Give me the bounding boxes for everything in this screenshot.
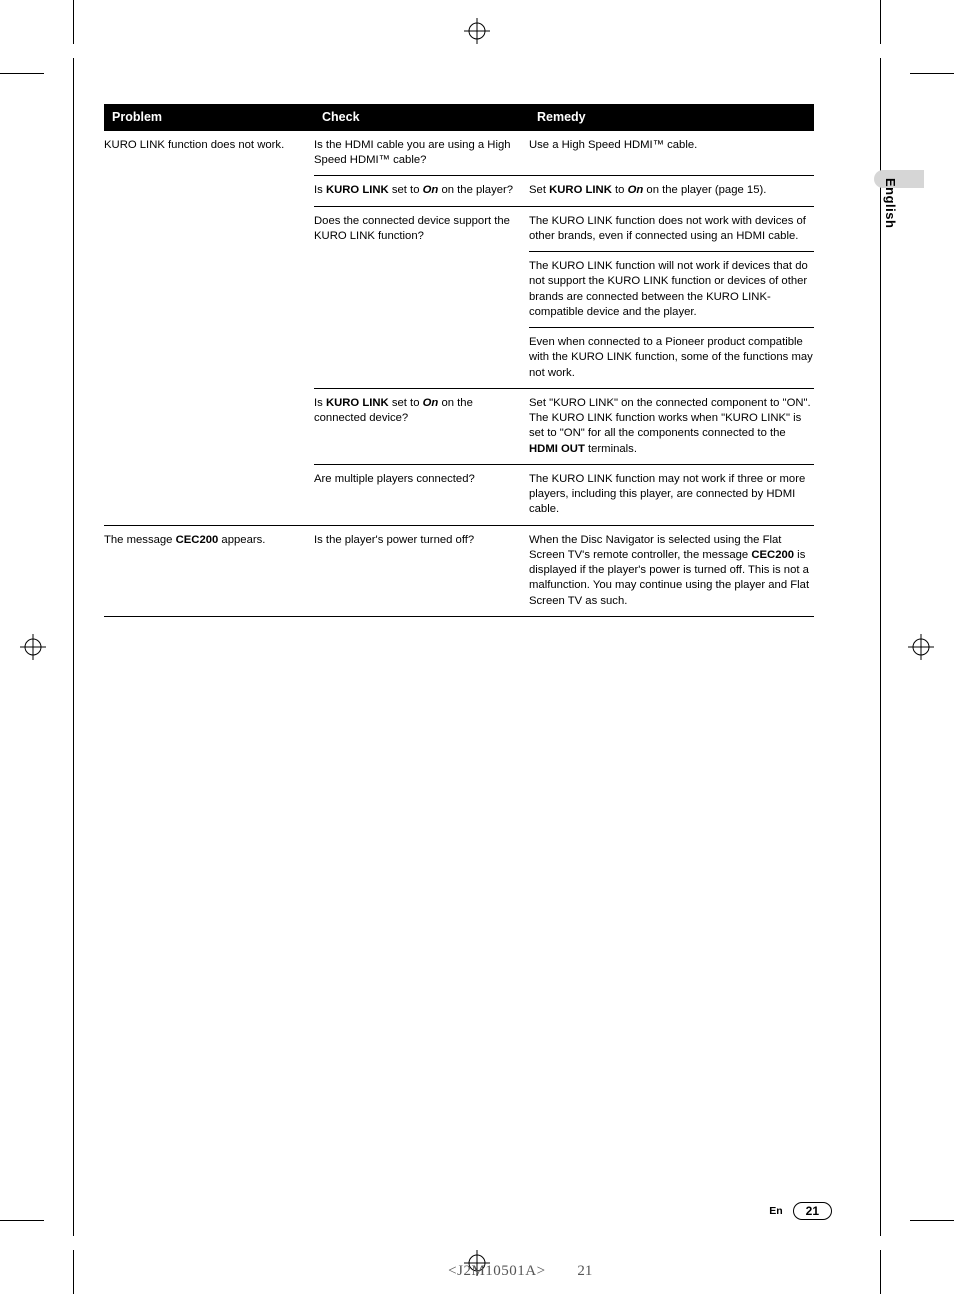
check-cell <box>314 328 529 389</box>
table-row: Are multiple players connected? The KURO… <box>104 464 814 525</box>
check-cell: Are multiple players connected? <box>314 464 529 525</box>
troubleshoot-table-container: Problem Check Remedy KURO LINK function … <box>104 104 814 617</box>
remedy-cell: When the Disc Navigator is selected usin… <box>529 525 814 616</box>
remedy-cell: Use a High Speed HDMI™ cable. <box>529 131 814 176</box>
language-tab-bg <box>874 170 924 188</box>
check-cell: Does the connected device support the KU… <box>314 206 529 252</box>
problem-cell <box>104 206 314 252</box>
check-cell: Is KURO LINK set to On on the player? <box>314 176 529 206</box>
table-row: The message CEC200 appears. Is the playe… <box>104 525 814 616</box>
page-number-oval: 21 <box>793 1202 832 1220</box>
table-row: The KURO LINK function will not work if … <box>104 252 814 328</box>
table-row: Is KURO LINK set to On on the connected … <box>104 388 814 464</box>
col-header-problem: Problem <box>104 104 314 131</box>
problem-cell <box>104 464 314 525</box>
check-cell: Is KURO LINK set to On on the connected … <box>314 388 529 464</box>
remedy-cell: The KURO LINK function may not work if t… <box>529 464 814 525</box>
check-cell: Is the HDMI cable you are using a High S… <box>314 131 529 176</box>
remedy-cell: The KURO LINK function will not work if … <box>529 252 814 328</box>
footer-lang: En <box>769 1205 782 1217</box>
problem-cell <box>104 388 314 464</box>
table-row: Is KURO LINK set to On on the player? Se… <box>104 176 814 206</box>
register-mark-right <box>908 634 934 660</box>
check-cell: Is the player's power turned off? <box>314 525 529 616</box>
register-mark-left <box>20 634 46 660</box>
remedy-cell: Set KURO LINK to On on the player (page … <box>529 176 814 206</box>
problem-cell <box>104 176 314 206</box>
footer-doc-code: <J2M10501A> 21 <box>448 1263 592 1280</box>
remedy-cell: The KURO LINK function does not work wit… <box>529 206 814 252</box>
language-tab: English <box>883 178 898 228</box>
register-mark-top <box>464 18 490 44</box>
problem-cell <box>104 328 314 389</box>
troubleshoot-table: Problem Check Remedy KURO LINK function … <box>104 104 814 617</box>
table-row: Even when connected to a Pioneer product… <box>104 328 814 389</box>
remedy-cell: Even when connected to a Pioneer product… <box>529 328 814 389</box>
check-cell <box>314 252 529 328</box>
table-row: KURO LINK function does not work. Is the… <box>104 131 814 176</box>
problem-cell <box>104 252 314 328</box>
remedy-cell: Set "KURO LINK" on the connected compone… <box>529 388 814 464</box>
col-header-check: Check <box>314 104 529 131</box>
table-row: Does the connected device support the KU… <box>104 206 814 252</box>
doc-code: <J2M10501A> <box>448 1263 545 1279</box>
problem-cell: KURO LINK function does not work. <box>104 131 314 176</box>
footer-page-indicator: En 21 <box>769 1202 832 1220</box>
col-header-remedy: Remedy <box>529 104 814 131</box>
problem-cell: The message CEC200 appears. <box>104 525 314 616</box>
folio-number: 21 <box>577 1263 592 1279</box>
